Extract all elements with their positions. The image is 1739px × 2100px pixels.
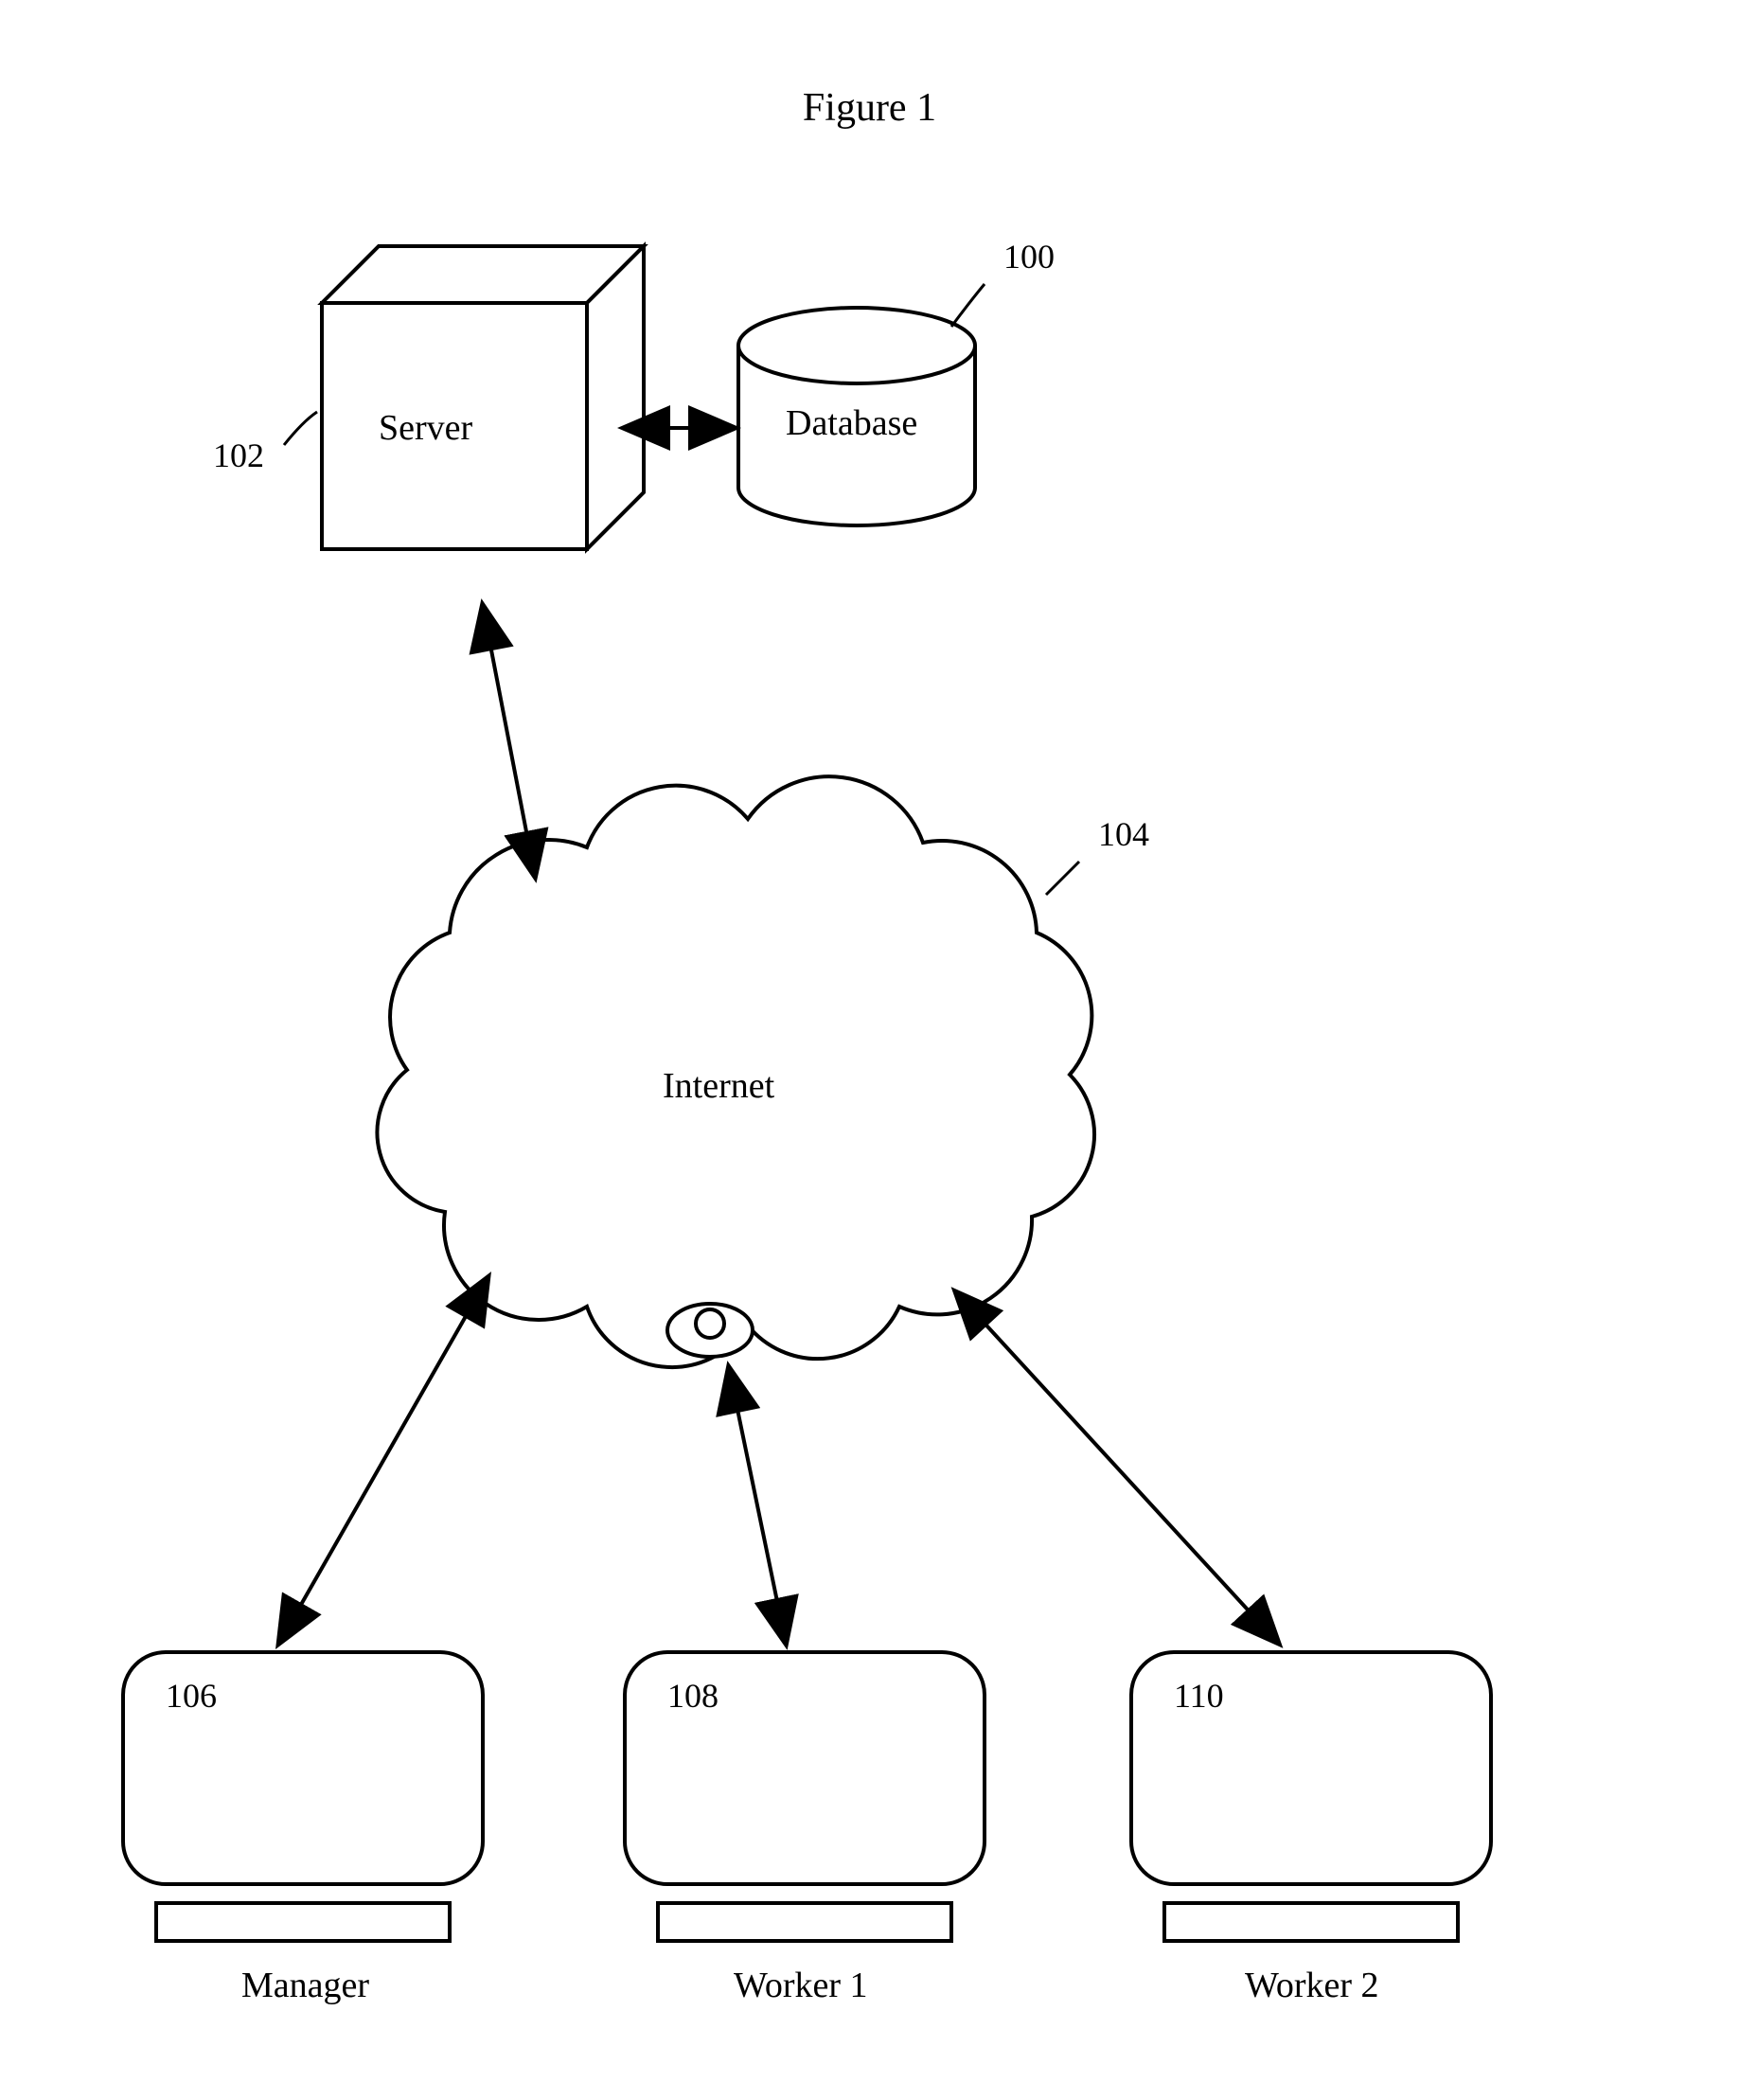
edge-internet-worker1 [729, 1368, 786, 1643]
ref-leader-104 [1046, 862, 1079, 895]
internet-label: Internet [663, 1065, 774, 1107]
ref-104: 104 [1098, 814, 1149, 854]
server-node [322, 246, 644, 549]
ref-leader-100 [951, 284, 985, 327]
diagram-svg [0, 0, 1739, 2100]
edge-internet-manager [279, 1278, 488, 1643]
worker2-label: Worker 2 [1245, 1965, 1379, 2006]
worker1-label: Worker 1 [734, 1965, 868, 2006]
edge-server-internet [483, 606, 535, 876]
ref-100: 100 [1003, 237, 1055, 276]
ref-102: 102 [213, 436, 264, 475]
ref-leader-102 [284, 412, 317, 445]
ref-108: 108 [667, 1676, 719, 1716]
manager-label: Manager [241, 1965, 369, 2006]
ref-110: 110 [1174, 1676, 1224, 1716]
cloud-detail-inner [696, 1309, 724, 1338]
ref-106: 106 [166, 1676, 217, 1716]
database-label: Database [786, 402, 917, 444]
edge-internet-worker2 [956, 1292, 1278, 1643]
server-label: Server [379, 407, 472, 449]
